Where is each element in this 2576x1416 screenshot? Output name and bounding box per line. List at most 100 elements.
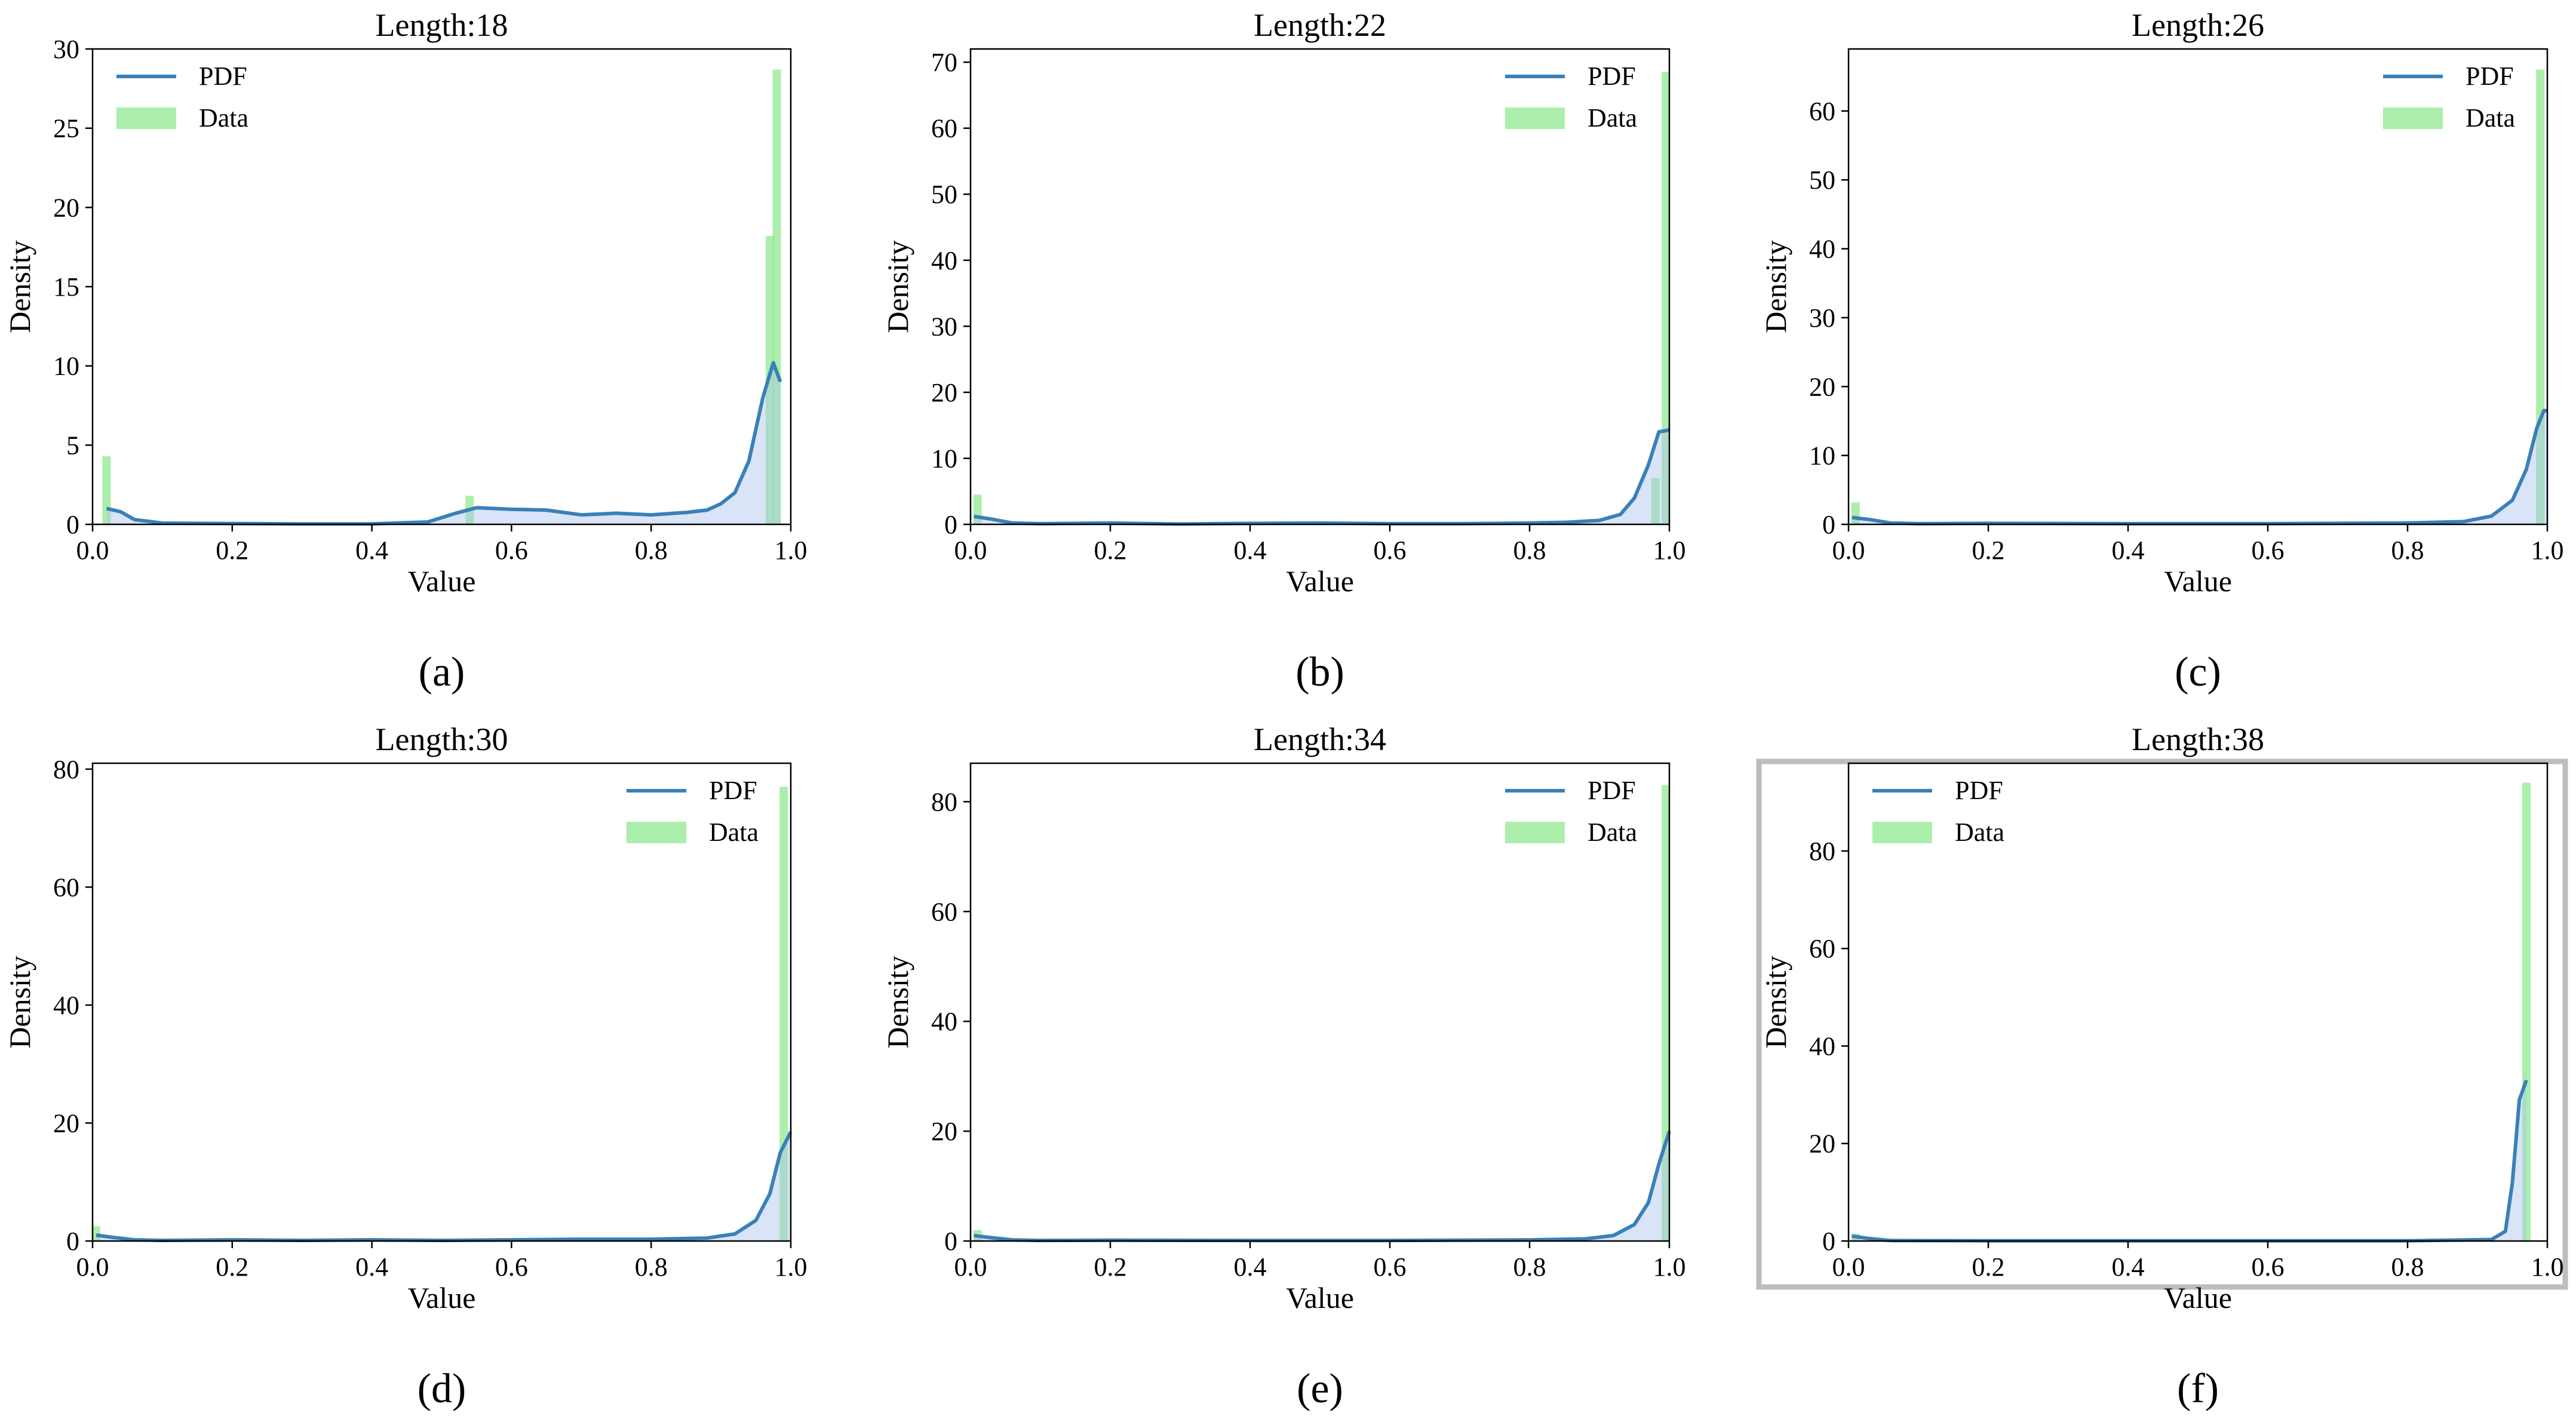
y-tick-label: 80 xyxy=(1809,837,1835,866)
histogram-bar xyxy=(779,787,788,1241)
subplot-f: 0.0 0.2 0.4 0.6 0.8 1.0 0 20 40 60 80 Value Density L… xyxy=(1756,721,2568,1412)
x-tick-label: 0.6 xyxy=(495,1252,528,1282)
y-tick-label: 20 xyxy=(931,378,957,407)
axes-frame xyxy=(1847,762,2549,1242)
y-tick-label: 40 xyxy=(53,991,79,1020)
legend-pdf-label: PDF xyxy=(1588,62,1636,91)
x-tick-label: 0.4 xyxy=(2112,536,2145,565)
x-tick-label: 1.0 xyxy=(775,536,808,565)
y-tick-label: 10 xyxy=(1809,441,1835,471)
pdf-line xyxy=(1852,1079,2528,1243)
pdf-line xyxy=(974,1131,1671,1243)
y-tick-label: 80 xyxy=(53,755,79,784)
y-tick-label: 70 xyxy=(931,48,957,77)
chart-title: Length:30 xyxy=(376,721,508,757)
x-tick-label: 1.0 xyxy=(775,1252,808,1282)
pdf-area xyxy=(974,1131,1669,1241)
histogram-bar xyxy=(1651,478,1660,524)
y-tick-label: 0 xyxy=(66,1227,79,1256)
x-tick-label: 0.6 xyxy=(2252,536,2285,565)
axes-frame xyxy=(969,762,1671,1242)
legend-data-label: Data xyxy=(1588,103,1637,133)
legend-data-swatch xyxy=(2383,107,2443,129)
x-axis-label: Value xyxy=(2164,1281,2232,1314)
y-tick-label: 0 xyxy=(944,510,957,539)
x-tick-label: 0.2 xyxy=(1094,1252,1127,1282)
x-axis-label: Value xyxy=(408,1281,476,1314)
legend-data-label: Data xyxy=(709,818,759,847)
histogram-bar xyxy=(1662,72,1671,524)
legend: PDF Data xyxy=(627,776,759,847)
panel-label: (c) xyxy=(2175,649,2221,695)
x-tick-label: 0.6 xyxy=(1374,1252,1407,1282)
y-tick-label: 10 xyxy=(931,444,957,473)
pdf-area xyxy=(106,363,781,524)
y-tick-label: 60 xyxy=(931,897,957,926)
y-tick-label: 80 xyxy=(931,787,957,816)
x-axis-label: Value xyxy=(1286,1281,1354,1314)
histogram-bar xyxy=(1662,785,1671,1241)
pdf-line xyxy=(106,361,782,526)
x-tick-label: 0.0 xyxy=(76,1252,109,1282)
legend-data-swatch xyxy=(627,822,686,843)
legend-pdf-label: PDF xyxy=(199,62,247,91)
x-tick-label: 0.8 xyxy=(2391,536,2424,565)
legend-pdf-label: PDF xyxy=(709,776,757,805)
panel-label: (f) xyxy=(2177,1366,2219,1412)
legend-pdf-label: PDF xyxy=(2466,62,2514,91)
legend-data-label: Data xyxy=(1955,818,2004,847)
axes-frame xyxy=(1847,48,2549,526)
y-axis-label: Density xyxy=(3,240,36,333)
x-axis-label: Value xyxy=(408,564,476,598)
y-tick-label: 30 xyxy=(931,312,957,341)
histogram-bar xyxy=(772,69,781,524)
y-axis-label: Density xyxy=(1759,956,1792,1049)
y-tick-label: 0 xyxy=(944,1227,957,1256)
legend-data-label: Data xyxy=(2466,103,2515,133)
y-tick-label: 0 xyxy=(1822,510,1835,539)
subplot-b: 0.0 0.2 0.4 0.6 0.8 1.0 0 10 20 30 40 50 60 70 Value De… xyxy=(881,7,1686,695)
subplot-a: 0.0 0.2 0.4 0.6 0.8 1.0 0 5 10 15 20 25 30 Value Densi… xyxy=(3,7,808,695)
pdf-line xyxy=(96,1131,793,1243)
legend-data-swatch xyxy=(1872,822,1932,843)
legend: PDF Data xyxy=(116,62,248,133)
y-tick-label: 25 xyxy=(53,114,79,143)
pdf-area xyxy=(974,429,1669,524)
chart-title: Length:26 xyxy=(2132,7,2264,43)
x-tick-label: 0.6 xyxy=(495,536,528,565)
x-tick-label: 0.4 xyxy=(1234,1252,1267,1282)
subplot-d: 0.0 0.2 0.4 0.6 0.8 1.0 0 20 40 60 80 Value Density L… xyxy=(3,721,808,1412)
chart-title: Length:18 xyxy=(376,7,508,43)
y-tick-label: 60 xyxy=(1809,934,1835,963)
y-tick-label: 0 xyxy=(1822,1227,1835,1256)
legend: PDF Data xyxy=(1505,62,1637,133)
histogram-bar xyxy=(91,1226,100,1241)
chart-title: Length:34 xyxy=(1254,721,1386,757)
x-tick-label: 0.0 xyxy=(954,1252,987,1282)
x-tick-label: 0.4 xyxy=(2112,1252,2145,1282)
x-tick-label: 0.4 xyxy=(355,536,388,565)
y-axis-label: Density xyxy=(1759,240,1792,333)
x-tick-label: 0.8 xyxy=(635,1252,668,1282)
x-tick-label: 0.2 xyxy=(1972,536,2005,565)
x-tick-label: 0.2 xyxy=(1094,536,1127,565)
subplot-c: 0.0 0.2 0.4 0.6 0.8 1.0 0 10 20 30 40 50 60 Value Dens… xyxy=(1759,7,2564,695)
y-tick-label: 50 xyxy=(931,180,957,209)
y-tick-label: 20 xyxy=(931,1117,957,1146)
legend-data-swatch xyxy=(1505,107,1565,129)
x-tick-label: 0.2 xyxy=(216,1252,248,1282)
legend: PDF Data xyxy=(1872,776,2004,847)
x-tick-label: 0.0 xyxy=(1832,536,1865,565)
x-tick-label: 0.6 xyxy=(2252,1252,2285,1282)
y-tick-label: 15 xyxy=(53,272,79,302)
x-tick-label: 0.0 xyxy=(954,536,987,565)
axes-frame xyxy=(91,48,792,526)
pdf-area xyxy=(96,1132,791,1241)
legend-pdf-label: PDF xyxy=(1955,776,2003,805)
panel-label: (a) xyxy=(419,649,465,695)
panel-label: (d) xyxy=(417,1366,466,1412)
x-tick-label: 0.8 xyxy=(2391,1252,2424,1282)
pdf-area xyxy=(1852,410,2547,524)
x-tick-label: 1.0 xyxy=(1653,536,1686,565)
